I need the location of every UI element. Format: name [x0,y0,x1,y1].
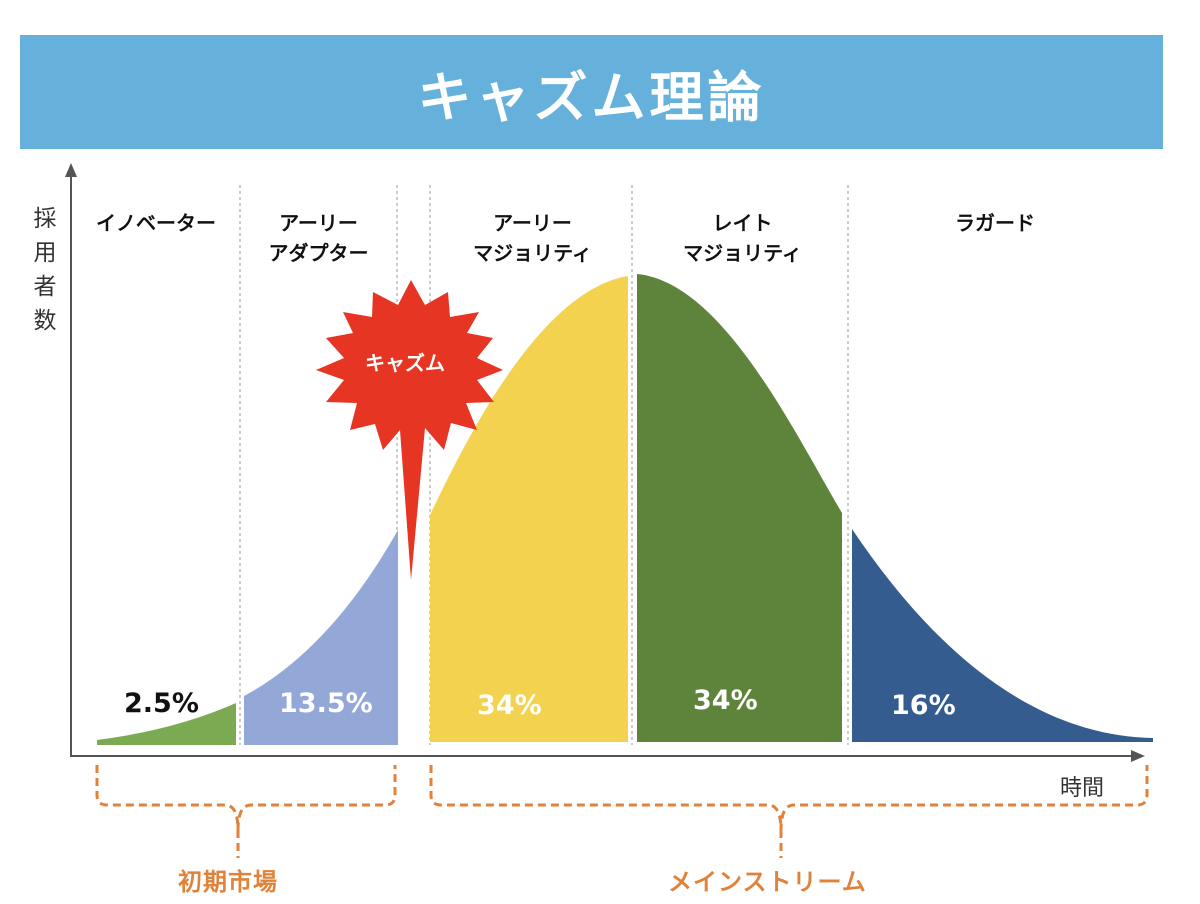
segment-early-adopters-area [244,530,398,745]
percent-early-majority: 34% [477,690,542,721]
x-axis-label: 時間 [1060,776,1105,801]
segment-label-laggards: ラガード [955,211,1035,235]
segment-label-late-majority: レイト マジョリティ [683,211,802,265]
title-banner: キャズム理論 [20,35,1163,149]
segment-label-early-adopters: アーリー アダプター [268,211,369,265]
segment-label-innovators: イノベーター [96,211,216,235]
segment-label-early-majority: アーリー マジョリティ [473,211,592,265]
y-axis-label: 採 用 者 数 [33,206,57,334]
segment-laggards-area [852,529,1153,742]
segment-early-majority-area [430,276,628,742]
chasm-burst-icon [316,280,503,580]
brace-early-market-icon [95,765,397,831]
segment-late-majority-area [637,274,842,742]
percent-late-majority: 34% [693,685,758,716]
x-axis-arrow-icon [1131,750,1145,762]
percent-innovators: 2.5% [124,688,199,719]
chasm-label: キャズム [365,351,445,375]
page-title: キャズム理論 [417,65,766,129]
group-label-mainstream: メインストリーム [668,868,867,896]
segment-innovators-area [97,703,236,745]
y-axis-arrow-icon [65,163,77,177]
percent-early-adopters: 13.5% [279,688,373,719]
brace-mainstream-icon [429,765,1149,831]
percent-laggards: 16% [891,690,956,721]
group-label-early-market: 初期市場 [178,868,278,896]
